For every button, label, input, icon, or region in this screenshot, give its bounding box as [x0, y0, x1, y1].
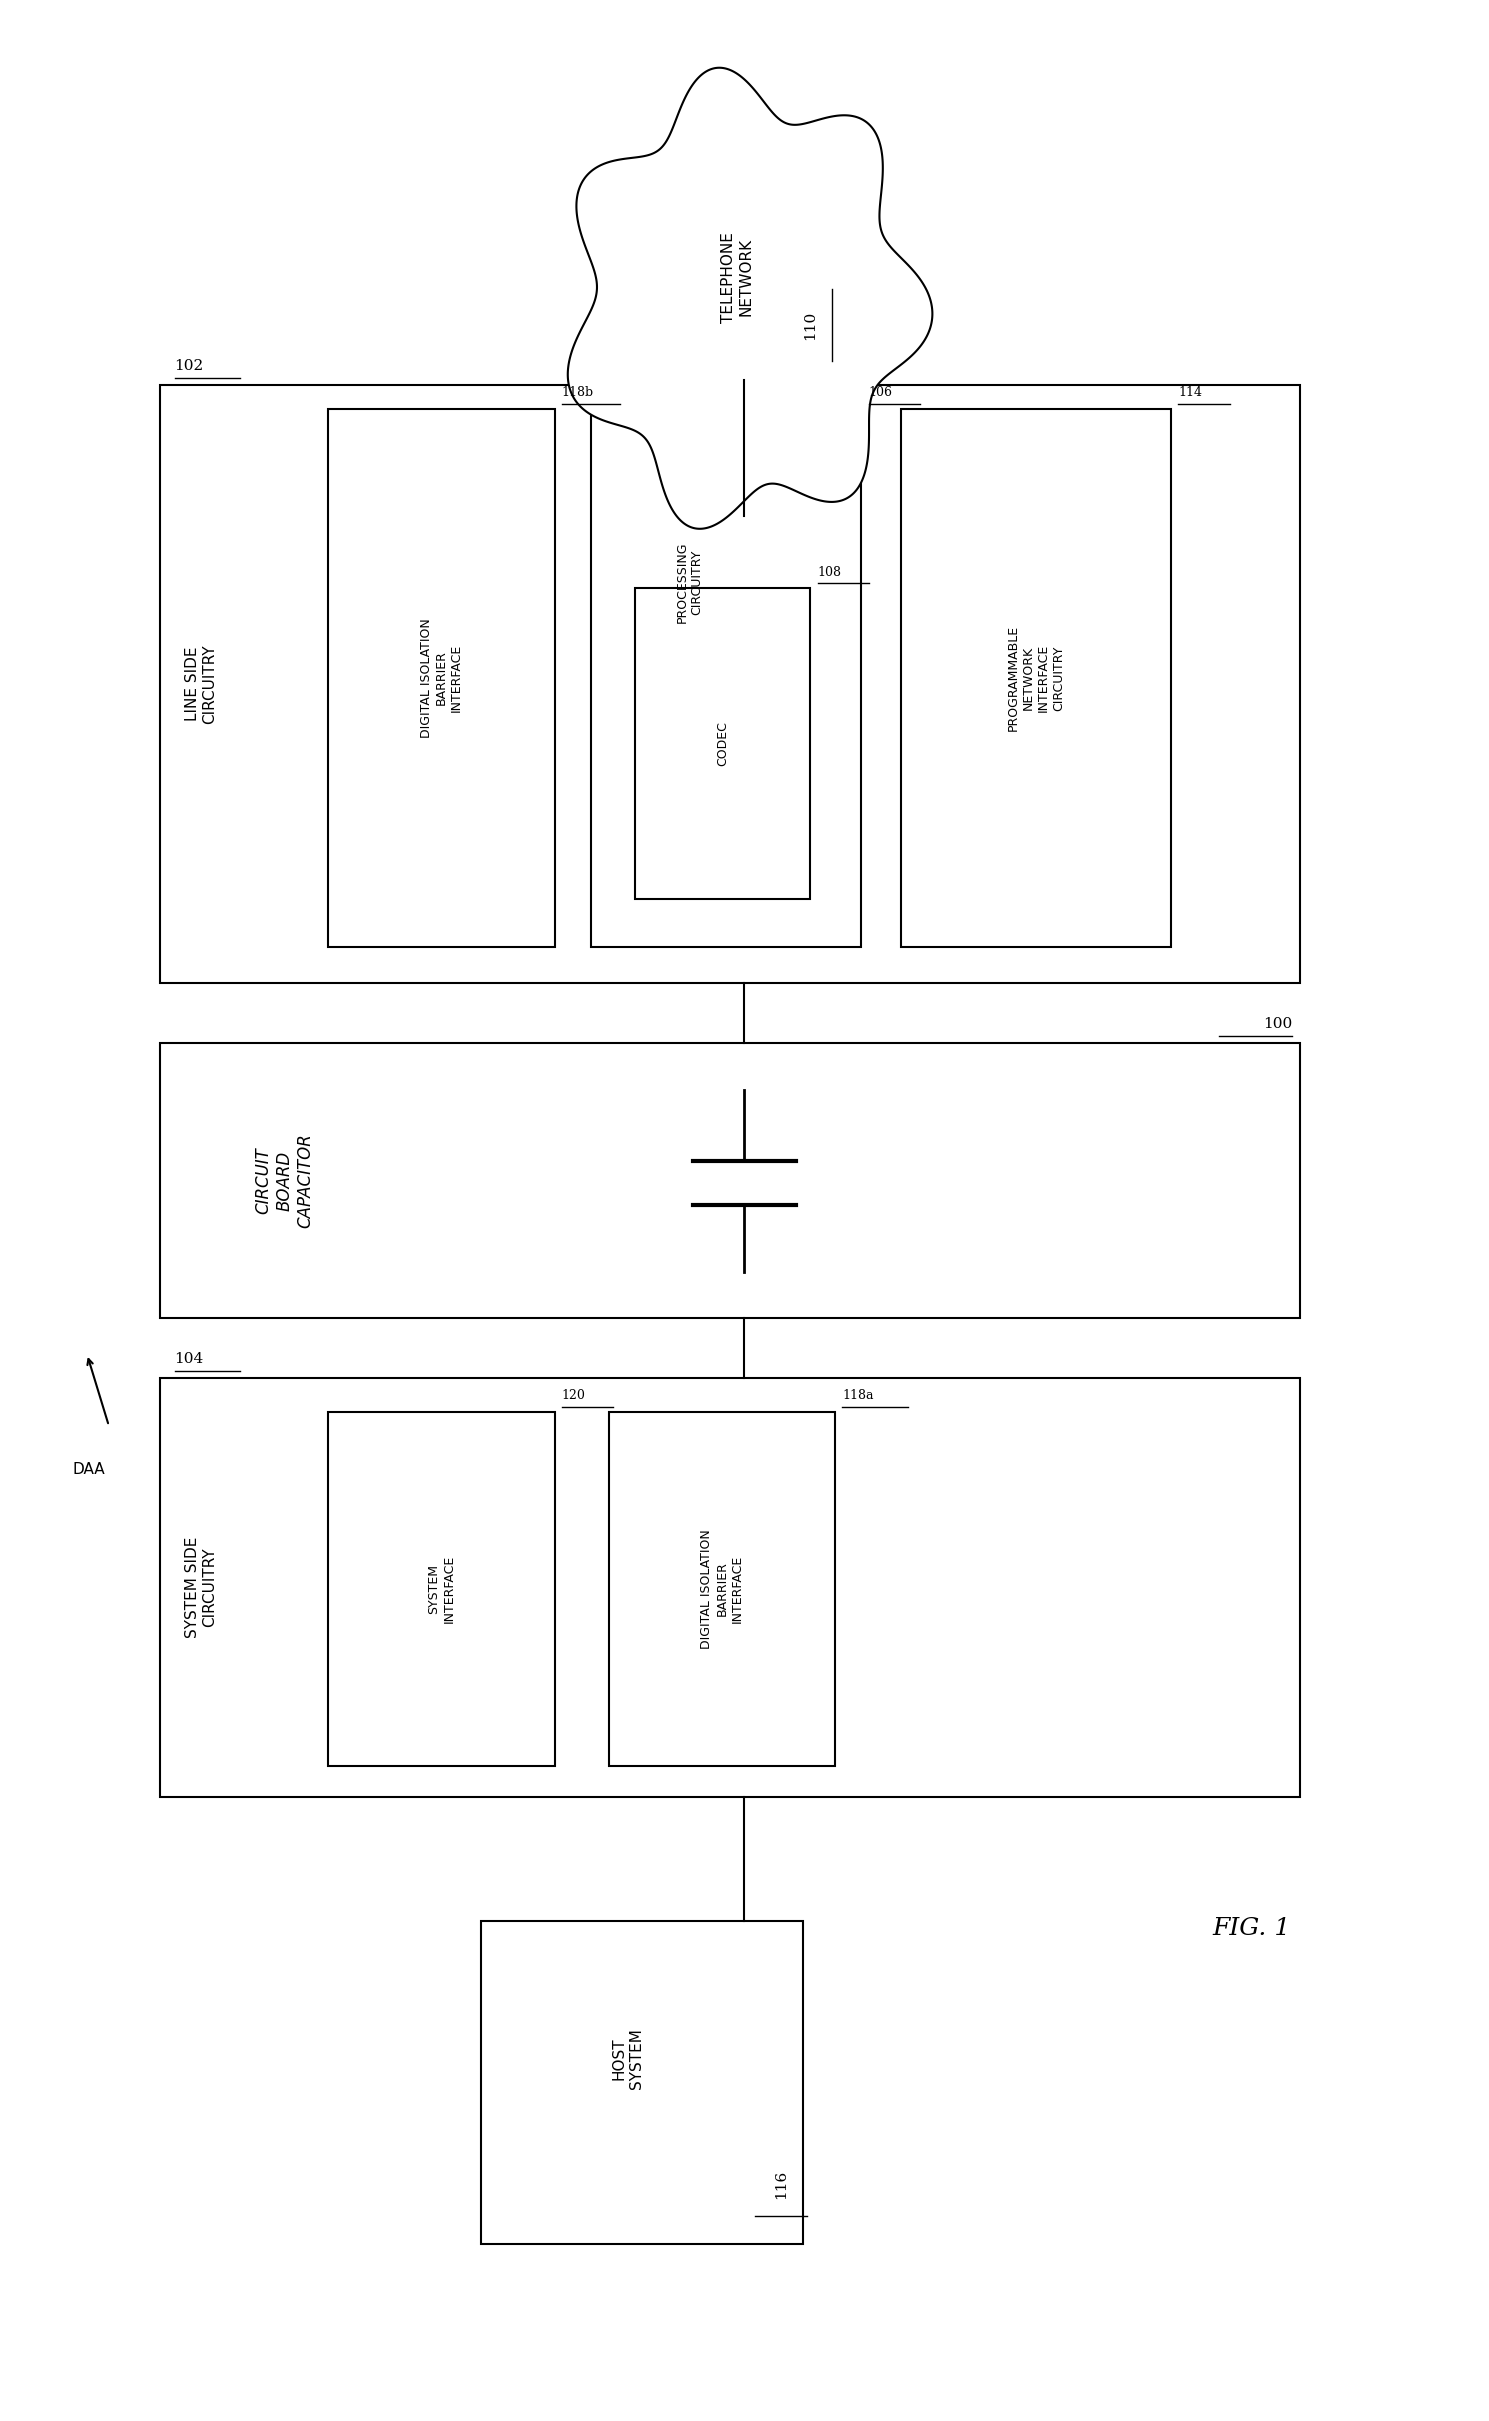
- Text: 118a: 118a: [843, 1390, 874, 1402]
- Bar: [591, 409, 862, 947]
- Text: PROCESSING
CIRCUITRY: PROCESSING CIRCUITRY: [676, 542, 704, 622]
- Text: 116: 116: [774, 2169, 788, 2198]
- Text: 114: 114: [1178, 387, 1203, 399]
- Text: SYSTEM SIDE
CIRCUITRY: SYSTEM SIDE CIRCUITRY: [185, 1537, 217, 1639]
- Text: 120: 120: [561, 1390, 585, 1402]
- Bar: [634, 588, 810, 898]
- Text: PROGRAMMABLE
NETWORK
INTERFACE
CIRCUITRY: PROGRAMMABLE NETWORK INTERFACE CIRCUITRY: [1007, 625, 1065, 731]
- Text: 106: 106: [868, 387, 893, 399]
- Text: DIGITAL ISOLATION
BARRIER
INTERFACE: DIGITAL ISOLATION BARRIER INTERFACE: [700, 1528, 743, 1649]
- Text: HOST
SYSTEM: HOST SYSTEM: [612, 2029, 643, 2089]
- Bar: [609, 1411, 835, 1765]
- Bar: [901, 409, 1172, 947]
- Text: DAA: DAA: [73, 1462, 104, 1477]
- Text: CIRCUIT
BOARD
CAPACITOR: CIRCUIT BOARD CAPACITOR: [255, 1133, 314, 1227]
- Text: 100: 100: [1263, 1017, 1292, 1031]
- Text: 118b: 118b: [561, 387, 594, 399]
- Text: LINE SIDE
CIRCUITRY: LINE SIDE CIRCUITRY: [185, 644, 217, 724]
- Bar: [481, 1922, 803, 2244]
- Bar: [159, 1043, 1300, 1317]
- Text: FIG. 1: FIG. 1: [1212, 1917, 1291, 1939]
- Text: CODEC: CODEC: [716, 721, 730, 767]
- Bar: [328, 1411, 554, 1765]
- Text: TELEPHONE
NETWORK: TELEPHONE NETWORK: [721, 232, 753, 322]
- Text: DIGITAL ISOLATION
BARRIER
INTERFACE: DIGITAL ISOLATION BARRIER INTERFACE: [420, 617, 463, 738]
- Text: 102: 102: [174, 358, 204, 373]
- Text: 110: 110: [803, 310, 817, 339]
- Bar: [328, 409, 554, 947]
- Bar: [159, 385, 1300, 983]
- Text: SYSTEM
INTERFACE: SYSTEM INTERFACE: [427, 1554, 456, 1622]
- Bar: [159, 1378, 1300, 1796]
- Polygon shape: [567, 68, 932, 528]
- Text: 104: 104: [174, 1351, 204, 1365]
- Text: 108: 108: [817, 567, 841, 579]
